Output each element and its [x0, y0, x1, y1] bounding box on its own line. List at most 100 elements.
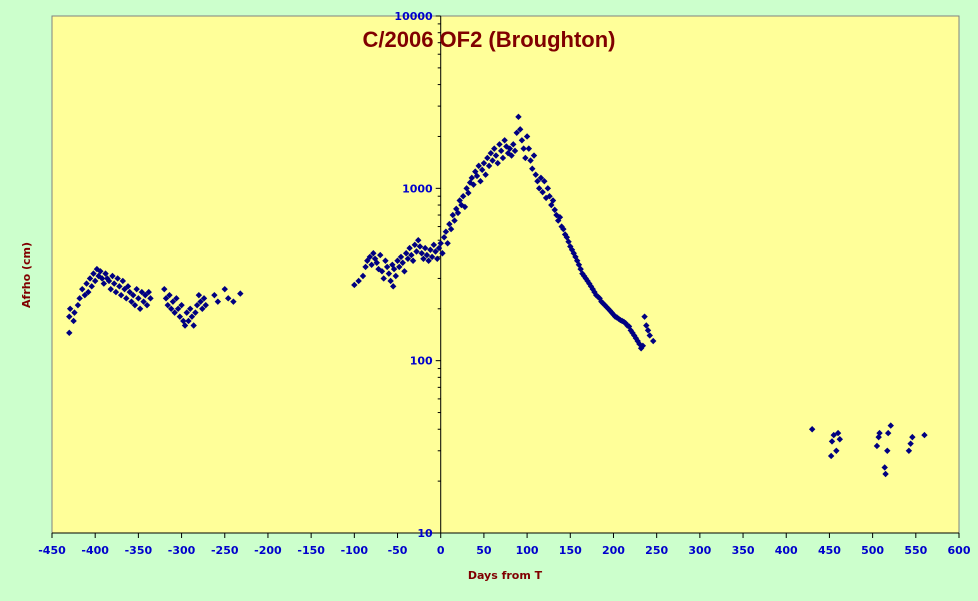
data-point: [459, 193, 467, 200]
data-point: [563, 234, 571, 241]
data-point: [415, 237, 422, 244]
data-point: [454, 209, 462, 217]
data-point: [416, 243, 424, 250]
data-point: [561, 231, 569, 238]
x-tick-label: -300: [168, 544, 196, 557]
data-point: [351, 281, 358, 289]
data-point: [114, 275, 121, 282]
data-point: [828, 438, 836, 445]
data-point: [121, 285, 128, 293]
data-point: [79, 285, 86, 293]
data-point: [83, 280, 90, 287]
data-point: [86, 275, 94, 282]
data-point: [532, 171, 539, 178]
data-point: [91, 277, 99, 285]
data-point: [546, 193, 553, 200]
data-point: [468, 174, 476, 182]
data-point: [601, 301, 609, 309]
data-point: [487, 149, 495, 157]
data-point: [478, 166, 486, 174]
data-point: [188, 313, 196, 320]
data-point: [173, 295, 180, 302]
data-point: [884, 429, 892, 437]
data-point: [539, 188, 546, 196]
data-point: [549, 197, 557, 204]
data-point: [221, 285, 228, 293]
data-point: [135, 295, 142, 302]
x-tick-label: -400: [81, 544, 109, 557]
data-point: [128, 298, 135, 305]
data-point: [168, 305, 175, 312]
data-point: [606, 307, 614, 314]
data-point: [881, 464, 888, 471]
x-tick-label: -450: [38, 544, 66, 557]
data-point: [174, 305, 182, 312]
data-point: [119, 277, 127, 285]
data-point: [492, 152, 500, 159]
data-point: [622, 319, 629, 327]
x-tick-label: -150: [297, 544, 325, 557]
data-point: [632, 335, 640, 342]
data-point: [921, 431, 928, 439]
data-point: [909, 433, 916, 441]
data-point: [131, 301, 139, 309]
data-point: [359, 272, 367, 280]
data-point: [444, 240, 451, 247]
data-point: [470, 181, 477, 188]
data-point: [164, 301, 171, 309]
x-tick-label: 600: [948, 544, 971, 557]
data-point: [143, 301, 151, 309]
data-point: [447, 225, 455, 233]
data-point: [394, 257, 401, 264]
data-point: [451, 217, 458, 224]
data-point: [905, 447, 913, 454]
data-point: [193, 301, 201, 309]
data-point: [582, 275, 590, 282]
data-point: [117, 291, 125, 299]
data-point: [390, 265, 398, 273]
data-point: [644, 327, 652, 334]
data-points: [66, 113, 928, 478]
data-point: [494, 159, 501, 167]
data-point: [515, 113, 522, 121]
data-point: [643, 322, 650, 329]
data-point: [406, 244, 413, 252]
data-point: [808, 426, 816, 433]
data-point: [499, 154, 507, 162]
data-point: [133, 285, 140, 293]
data-point: [420, 255, 427, 263]
data-point: [466, 179, 474, 186]
data-point: [171, 309, 178, 316]
data-point: [637, 345, 645, 352]
data-point: [627, 327, 634, 334]
data-point: [390, 283, 397, 290]
data-point: [544, 185, 552, 192]
data-point: [553, 211, 560, 219]
x-tick-label: 500: [861, 544, 884, 557]
data-point: [646, 332, 653, 339]
data-point: [370, 250, 377, 257]
x-tick-label: -50: [388, 544, 408, 557]
data-point: [579, 270, 586, 277]
data-point: [98, 275, 106, 282]
data-point: [225, 295, 232, 302]
data-point: [378, 268, 386, 275]
data-point: [401, 268, 408, 275]
data-point: [907, 440, 914, 447]
data-point: [197, 298, 204, 305]
data-point: [876, 429, 883, 437]
data-point: [97, 268, 104, 275]
data-point: [380, 275, 387, 282]
data-point: [425, 257, 432, 264]
data-point: [397, 253, 405, 261]
data-point: [409, 257, 417, 264]
data-point: [833, 447, 840, 454]
data-point: [639, 342, 647, 349]
data-point: [76, 295, 83, 302]
data-point: [187, 305, 194, 312]
x-tick-label: 100: [516, 544, 539, 557]
data-point: [477, 178, 484, 185]
data-point: [887, 422, 894, 429]
data-point: [520, 145, 527, 152]
data-point: [88, 283, 95, 290]
